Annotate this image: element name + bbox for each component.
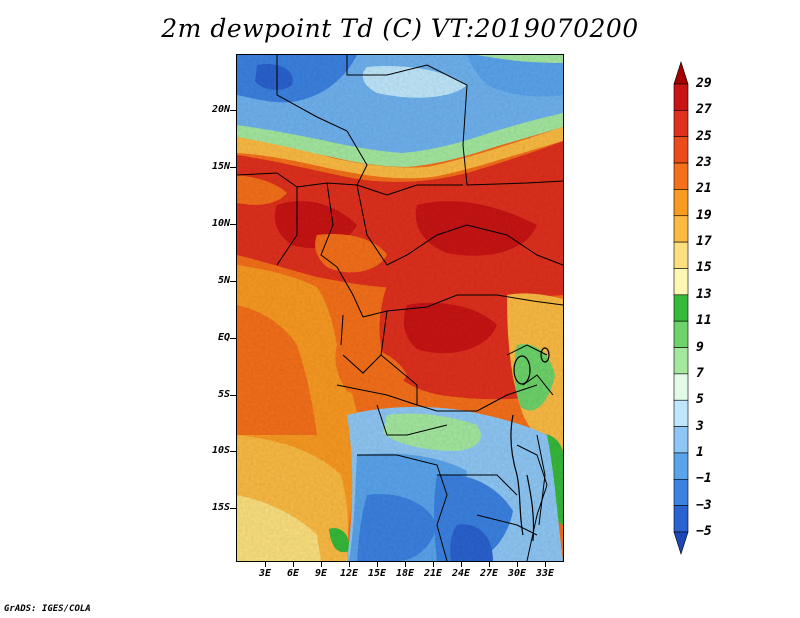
lon-label-18e: 18E	[395, 568, 415, 579]
lon-label-6e: 6E	[286, 568, 300, 579]
lat-label-20n: 20N	[211, 104, 230, 115]
lon-label-27e: 27E	[479, 568, 499, 579]
dewpoint-field	[237, 55, 563, 561]
colorbar-swatch	[673, 452, 689, 480]
country-borders	[237, 55, 563, 561]
colorbar-label: 21	[696, 181, 712, 197]
lon-tick	[405, 562, 406, 567]
chart-title: 2m dewpoint Td (C) VT:2019070200	[161, 14, 639, 43]
colorbar-label: 9	[696, 339, 704, 355]
lat-label-15s: 15S	[211, 502, 230, 513]
colorbar-label: 11	[696, 313, 712, 329]
colorbar-label: 17	[696, 234, 712, 250]
lon-label-33e: 33E	[535, 568, 555, 579]
lakes	[510, 347, 550, 542]
colorbar-swatch	[673, 61, 689, 85]
lat-tick	[230, 281, 236, 282]
lon-tick	[517, 562, 518, 567]
lon-tick	[461, 562, 462, 567]
colorbar-label: 7	[696, 365, 704, 381]
lon-label-15e: 15E	[367, 568, 387, 579]
lon-tick	[265, 562, 266, 567]
lat-label-10n: 10N	[211, 218, 230, 229]
colorbar-swatch	[673, 505, 689, 533]
colorbar-swatch	[673, 347, 689, 375]
lon-label-30e: 30E	[507, 568, 527, 579]
colorbar-label: 3	[696, 418, 704, 434]
colorbar-label: 5	[696, 392, 704, 408]
colorbar-label: −5	[696, 524, 712, 539]
lat-tick	[230, 224, 236, 225]
lon-label-21e: 21E	[423, 568, 443, 579]
colorbar-label: 27	[696, 102, 712, 118]
colorbar-swatch	[673, 373, 689, 401]
lat-label-10s: 10S	[211, 445, 230, 456]
colorbar-label: 29	[696, 76, 712, 91]
colorbar-swatch	[673, 294, 689, 322]
lon-tick	[433, 562, 434, 567]
colorbar-swatch	[673, 136, 689, 164]
lat-label-15n: 15N	[211, 161, 230, 172]
lat-label-5n: 5N	[217, 275, 230, 286]
colorbar-swatch	[673, 110, 689, 138]
field-grain	[237, 55, 563, 561]
lon-label-12e: 12E	[339, 568, 359, 579]
colorbar-swatch	[673, 268, 689, 296]
colorbar-label: 15	[696, 260, 712, 276]
colorbar-label: 23	[696, 155, 712, 171]
lat-tick	[230, 395, 236, 396]
colorbar-swatch	[673, 83, 689, 111]
lon-label-3e: 3E	[258, 568, 272, 579]
lat-tick	[230, 508, 236, 509]
colorbar-label: 19	[696, 207, 712, 223]
grads-credit: GrADS: IGES/COLA	[4, 604, 91, 614]
colorbar-label: 13	[696, 286, 712, 302]
colorbar-label: 1	[696, 444, 704, 460]
lat-label-5s: 5S	[217, 389, 230, 400]
lat-tick	[230, 110, 236, 111]
lon-label-9e: 9E	[314, 568, 328, 579]
lat-tick	[230, 451, 236, 452]
lon-tick	[545, 562, 546, 567]
colorbar-swatch	[673, 531, 689, 555]
colorbar-swatch	[673, 399, 689, 427]
colorbar-label: −1	[696, 471, 712, 487]
colorbar-swatch	[673, 162, 689, 190]
colorbar-swatch	[673, 478, 689, 506]
lon-tick	[321, 562, 322, 567]
lat-tick	[230, 338, 236, 339]
lon-tick	[489, 562, 490, 567]
colorbar-label: −3	[696, 497, 712, 513]
colorbar-swatch	[673, 320, 689, 348]
lon-tick	[349, 562, 350, 567]
lon-tick	[293, 562, 294, 567]
colorbar-swatch	[673, 426, 689, 454]
colorbar-label: 25	[696, 128, 712, 144]
lon-tick	[377, 562, 378, 567]
colorbar	[673, 61, 689, 555]
colorbar-swatch	[673, 241, 689, 269]
lat-tick	[230, 167, 236, 168]
colorbar-swatch	[673, 215, 689, 243]
lat-label-eq: EQ	[217, 332, 230, 343]
dewpoint-map	[236, 54, 564, 562]
lon-label-24e: 24E	[451, 568, 471, 579]
colorbar-swatch	[673, 189, 689, 217]
